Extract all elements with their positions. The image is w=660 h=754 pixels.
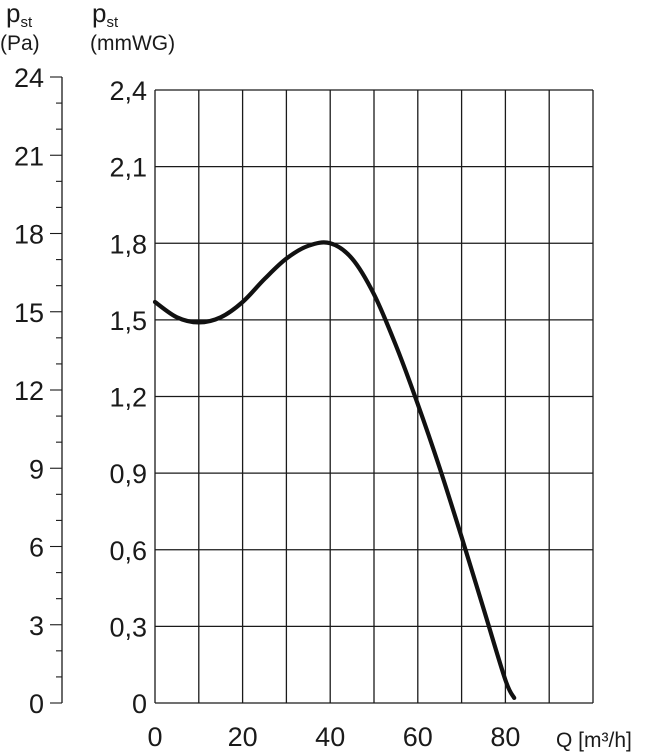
pa-tick-label: 21 <box>14 141 44 171</box>
x-tick-label: 40 <box>315 722 345 752</box>
mmwg-tick-label: 1,2 <box>109 383 147 413</box>
pa-tick-label: 18 <box>14 220 44 250</box>
x-axis-labels: 0 20 40 60 80 <box>147 722 520 752</box>
right-axis-unit: (mmWG) <box>90 32 175 55</box>
x-axis-title: Q [m³/h] <box>556 729 632 752</box>
mmwg-tick-label: 1,5 <box>109 306 147 336</box>
left-axis-unit: (Pa) <box>0 32 40 55</box>
pa-axis-labels: 0 3 6 9 12 15 18 21 24 <box>14 63 44 719</box>
mmwg-tick-label: 2,4 <box>109 76 147 106</box>
mmwg-tick-label: 0,9 <box>109 459 147 489</box>
x-tick-label: 60 <box>403 722 433 752</box>
pa-tick-label: 3 <box>29 611 44 641</box>
mmwg-tick-label: 0,3 <box>109 612 147 642</box>
mmwg-tick-label: 1,8 <box>109 229 147 259</box>
x-tick-label: 20 <box>228 722 258 752</box>
pa-tick-label: 0 <box>29 689 44 719</box>
x-tick-label: 0 <box>147 722 162 752</box>
pa-tick-label: 6 <box>29 533 44 563</box>
plot-grid <box>154 89 594 704</box>
pa-axis-ticks <box>50 76 62 704</box>
mmwg-tick-label: 2,1 <box>109 153 147 183</box>
pa-tick-label: 15 <box>14 298 44 328</box>
x-tick-label: 80 <box>490 722 520 752</box>
pa-tick-label: 24 <box>14 63 44 93</box>
pa-tick-label: 12 <box>14 376 44 406</box>
pa-tick-label: 9 <box>29 454 44 484</box>
pressure-curve <box>152 240 517 700</box>
mmwg-axis-labels: 0 0,3 0,6 0,9 1,2 1,5 1,8 2,1 2,4 <box>109 76 147 719</box>
left-axis-title: pst <box>6 0 33 31</box>
right-axis-title: pst <box>92 0 119 31</box>
mmwg-tick-label: 0 <box>132 689 147 719</box>
mmwg-tick-label: 0,6 <box>109 536 147 566</box>
